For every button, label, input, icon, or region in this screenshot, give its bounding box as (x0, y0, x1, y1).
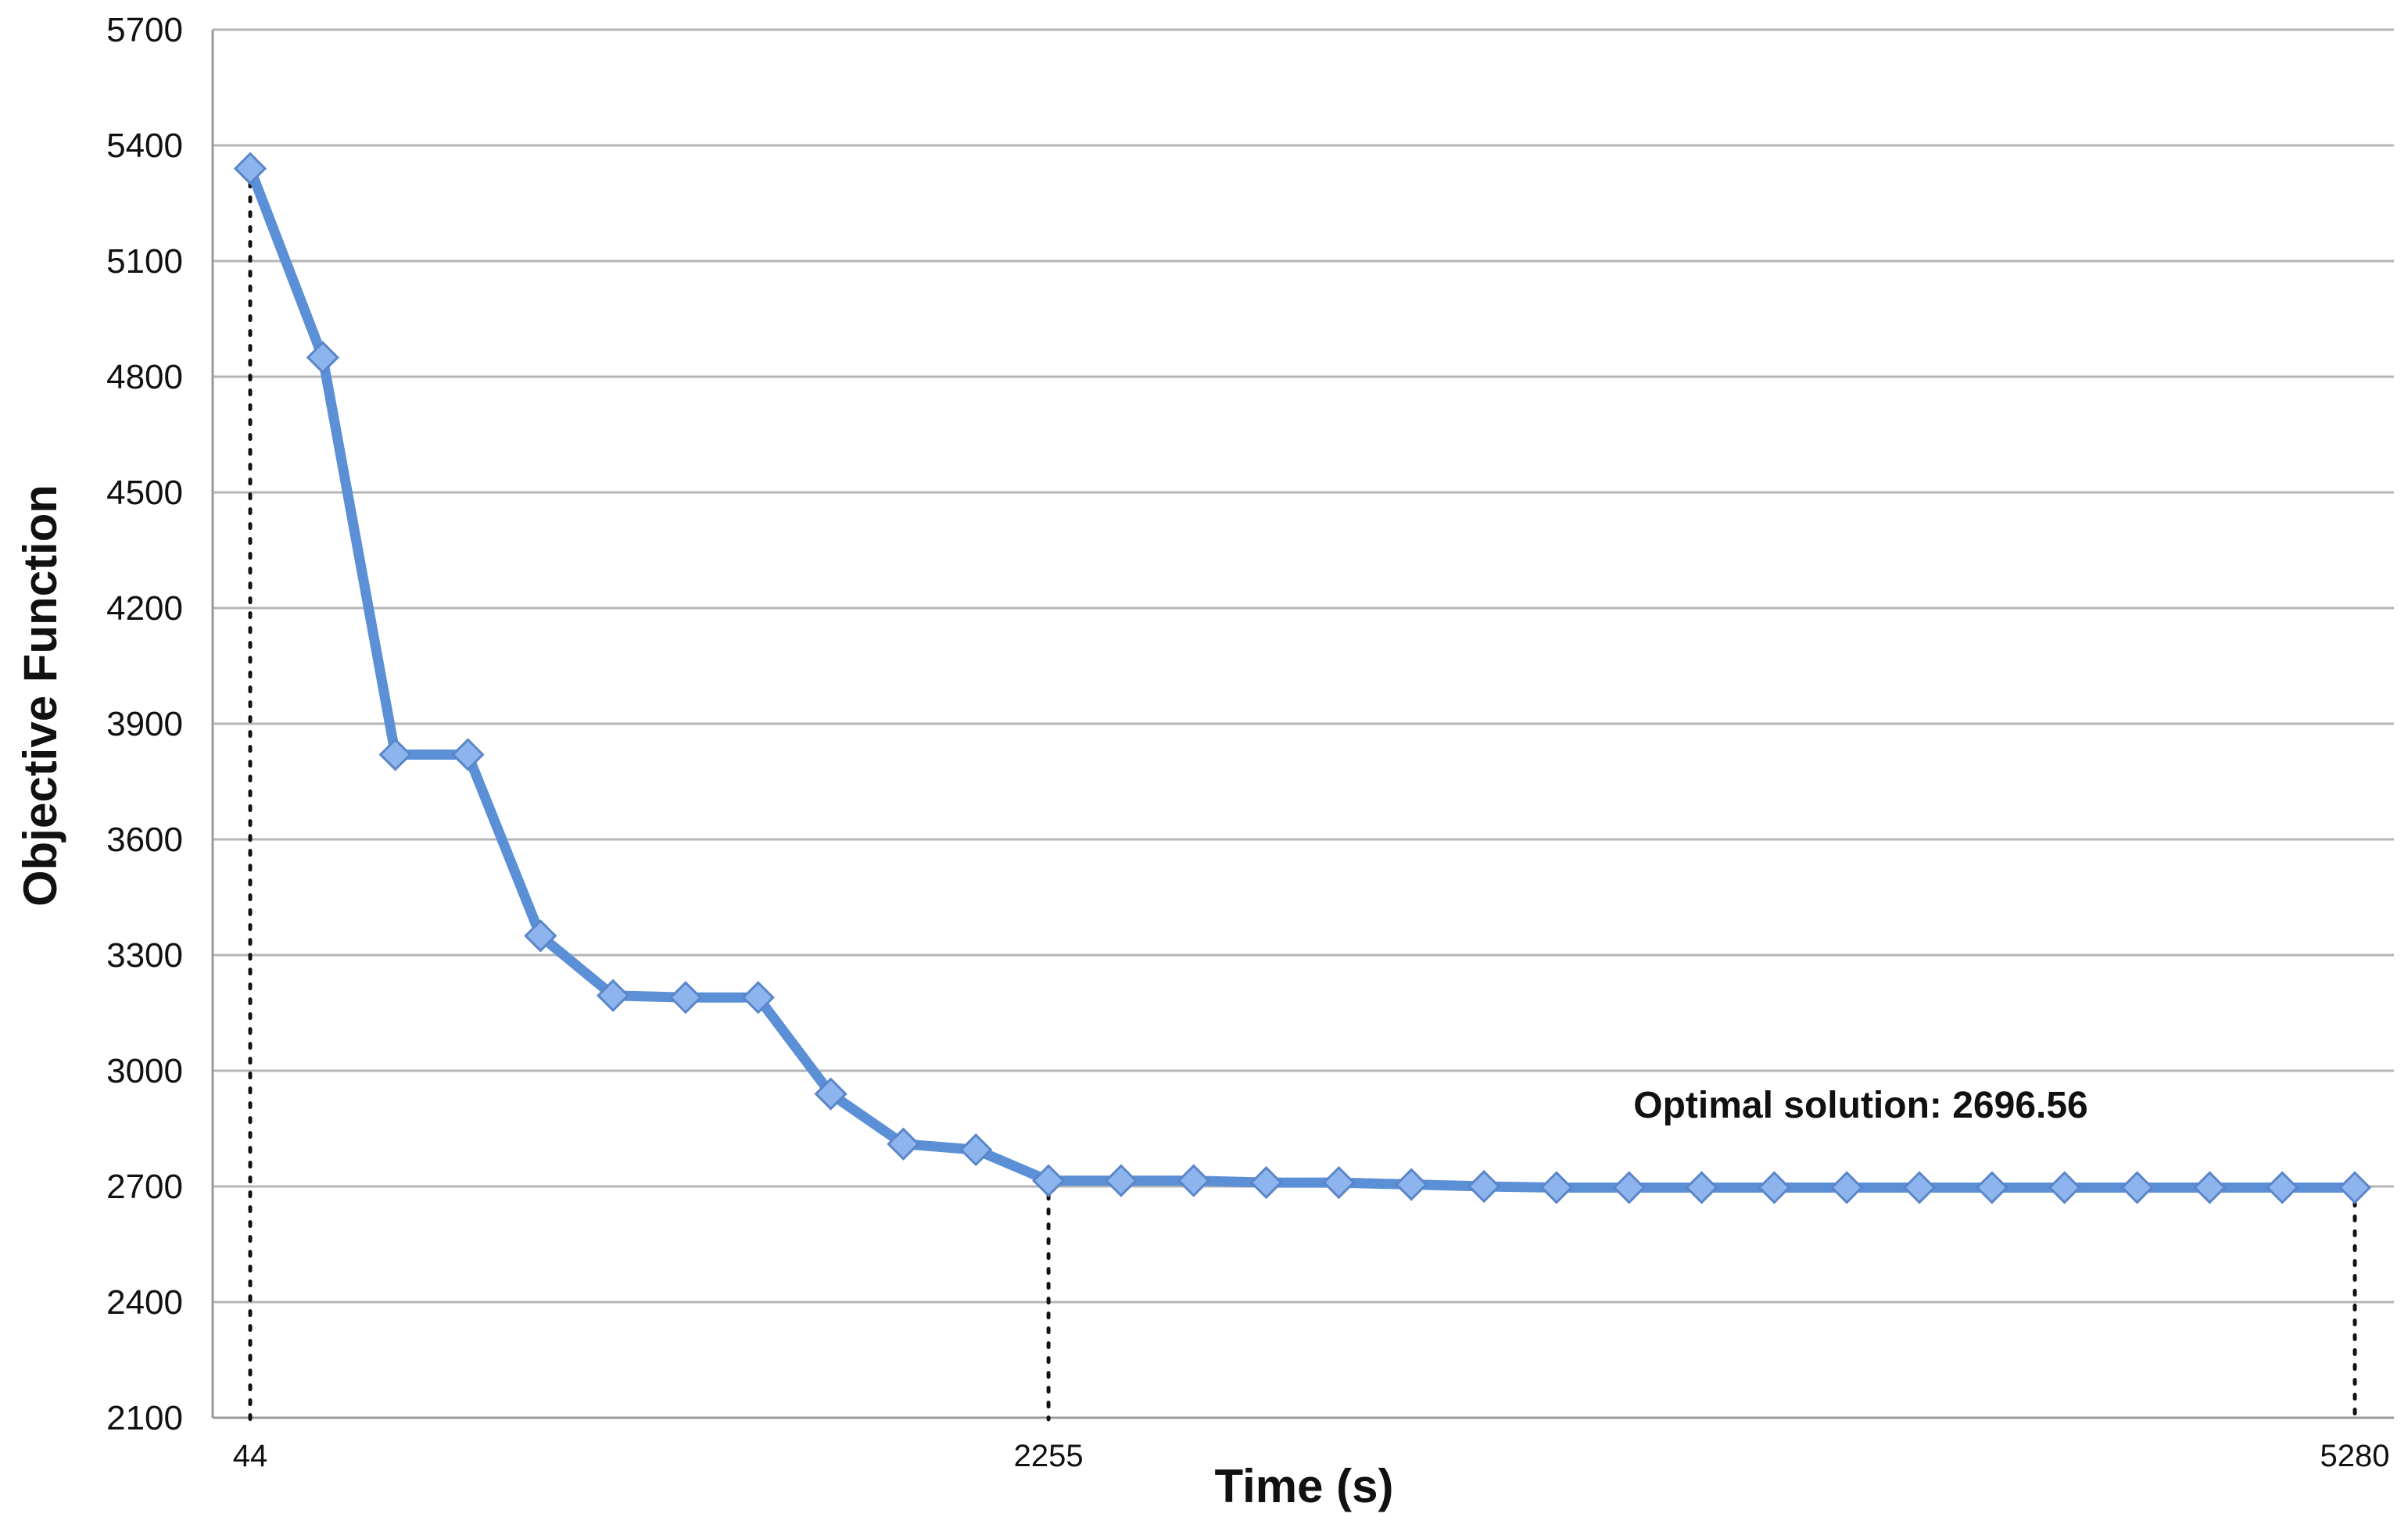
y-tick-label: 5700 (106, 11, 183, 49)
data-point-marker (1685, 1171, 1718, 1204)
data-point-marker (1322, 1165, 1356, 1200)
y-tick-label: 2400 (106, 1283, 183, 1322)
series-line (245, 163, 2360, 1193)
data-point-marker (597, 979, 630, 1012)
y-axis-label: Objective Function (14, 485, 66, 907)
data-point-marker (1104, 1164, 1138, 1197)
data-point-marker (1758, 1171, 1791, 1204)
series-line-group (245, 163, 2360, 1193)
data-point-marker (524, 919, 557, 953)
y-tick-label: 4800 (106, 358, 183, 396)
data-point-marker (1975, 1171, 2008, 1204)
data-point-marker (2120, 1171, 2154, 1204)
data-point-marker (1830, 1171, 1864, 1204)
y-tick-label: 2700 (106, 1168, 183, 1206)
data-point-marker (378, 738, 412, 771)
axes (211, 30, 2394, 1419)
data-point-marker (1902, 1171, 1937, 1204)
y-tick-label: 3600 (106, 821, 183, 859)
y-tick-labels: 2100 2400 2700 3000 3300 3600 3900 4200 4500 4800… (106, 11, 183, 1437)
data-point-marker (233, 152, 267, 185)
data-point-marker (1612, 1171, 1646, 1204)
data-point-marker (668, 981, 703, 1014)
data-point-marker (2048, 1171, 2081, 1204)
data-point-marker (1177, 1164, 1210, 1197)
data-point-marker (306, 341, 339, 374)
y-tick-label: 4200 (106, 589, 183, 628)
data-point-marker (2193, 1171, 2227, 1204)
optimal-solution-annotation: Optimal solution: 2696.56 (1633, 1085, 2087, 1126)
y-tick-label: 3300 (106, 936, 183, 975)
data-point-marker (451, 738, 485, 771)
x-tick-label: 44 (233, 1439, 268, 1473)
y-tick-label: 5100 (106, 242, 183, 281)
x-tick-labels: 44 2255 5280 (233, 1439, 2390, 1473)
x-axis-label: Time (s) (1215, 1460, 1394, 1512)
y-tick-label: 3900 (106, 705, 183, 743)
data-point-marker (1395, 1168, 1428, 1201)
y-tick-label: 2100 (106, 1399, 183, 1437)
data-point-marker (959, 1133, 993, 1167)
gridlines (213, 28, 2394, 1304)
data-point-marker (887, 1127, 920, 1161)
y-tick-label: 3000 (106, 1052, 183, 1090)
series-markers (233, 152, 2372, 1204)
guide-lines (248, 181, 2357, 1422)
data-point-marker (741, 981, 775, 1014)
data-point-marker (1539, 1171, 1574, 1204)
data-point-marker (814, 1077, 847, 1111)
data-point-marker (1467, 1169, 1501, 1204)
x-tick-label: 2255 (1014, 1439, 1084, 1473)
x-tick-label: 5280 (2320, 1439, 2390, 1473)
data-point-marker (1249, 1165, 1283, 1200)
y-tick-label: 4500 (106, 474, 183, 512)
data-point-marker (1031, 1164, 1066, 1197)
y-tick-label: 5400 (106, 127, 183, 165)
data-point-marker (2338, 1171, 2372, 1204)
data-point-marker (2266, 1171, 2299, 1204)
